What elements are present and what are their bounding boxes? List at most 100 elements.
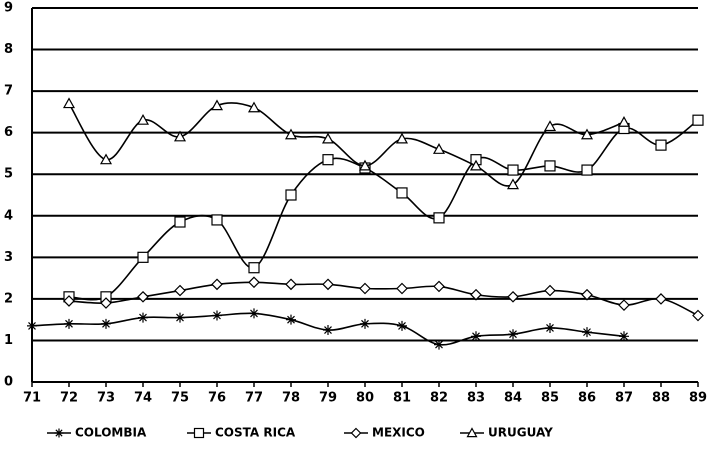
marker bbox=[507, 164, 519, 176]
x-tick-label: 81 bbox=[393, 391, 411, 406]
y-tick-label: 4 bbox=[4, 208, 13, 223]
marker bbox=[173, 130, 187, 142]
marker bbox=[248, 262, 260, 274]
legend-label: COLOMBIA bbox=[75, 426, 147, 440]
marker bbox=[582, 327, 592, 338]
legend-label: MEXICO bbox=[372, 426, 425, 440]
y-tick-label: 6 bbox=[4, 125, 13, 140]
y-tick-label: 2 bbox=[4, 291, 13, 306]
marker bbox=[285, 189, 297, 201]
marker bbox=[543, 120, 557, 132]
x-tick-label: 84 bbox=[504, 391, 522, 406]
series-line bbox=[68, 119, 699, 301]
marker bbox=[397, 320, 407, 331]
marker bbox=[692, 309, 704, 322]
legend-label: COSTA RICA bbox=[215, 426, 296, 440]
marker bbox=[359, 282, 371, 295]
y-tick-label: 8 bbox=[4, 42, 13, 57]
x-tick-label: 75 bbox=[171, 391, 189, 406]
marker bbox=[100, 297, 112, 309]
x-tick-label: 88 bbox=[652, 391, 670, 406]
marker bbox=[286, 314, 296, 325]
marker bbox=[655, 139, 667, 151]
marker bbox=[174, 216, 186, 228]
marker bbox=[544, 284, 556, 297]
y-tick-label: 0 bbox=[4, 375, 13, 390]
marker bbox=[358, 159, 372, 171]
marker bbox=[655, 293, 667, 305]
legend-marker bbox=[466, 427, 478, 438]
marker bbox=[138, 312, 148, 323]
marker bbox=[321, 132, 335, 144]
y-tick-label: 5 bbox=[4, 167, 13, 182]
marker bbox=[322, 278, 334, 291]
marker bbox=[580, 128, 594, 140]
marker bbox=[137, 251, 149, 263]
marker bbox=[545, 322, 555, 333]
marker bbox=[248, 276, 260, 289]
marker bbox=[470, 288, 482, 301]
marker bbox=[174, 284, 186, 297]
marker bbox=[507, 290, 519, 303]
legend-marker bbox=[193, 427, 205, 439]
marker bbox=[581, 288, 593, 301]
marker bbox=[396, 187, 408, 199]
marker bbox=[64, 318, 74, 329]
y-tick-label: 9 bbox=[4, 1, 13, 16]
marker bbox=[137, 290, 149, 303]
marker bbox=[619, 331, 629, 342]
x-tick-label: 71 bbox=[23, 391, 41, 406]
marker bbox=[618, 299, 630, 311]
marker bbox=[432, 143, 446, 154]
marker bbox=[471, 331, 481, 342]
marker bbox=[212, 310, 222, 321]
y-tick-label: 1 bbox=[4, 333, 13, 348]
marker bbox=[692, 114, 704, 126]
x-tick-label: 74 bbox=[134, 391, 152, 406]
x-tick-label: 87 bbox=[615, 391, 633, 406]
x-tick-label: 86 bbox=[578, 391, 596, 406]
marker bbox=[27, 320, 37, 331]
marker bbox=[360, 318, 370, 329]
marker bbox=[99, 153, 113, 165]
x-tick-label: 79 bbox=[319, 391, 337, 406]
marker bbox=[211, 278, 223, 291]
marker bbox=[249, 308, 259, 319]
x-tick-label: 72 bbox=[60, 391, 78, 406]
marker bbox=[247, 101, 261, 113]
y-tick-label: 3 bbox=[4, 250, 13, 265]
x-tick-label: 73 bbox=[97, 391, 115, 406]
series-line bbox=[68, 102, 625, 187]
legend-marker bbox=[54, 428, 64, 438]
marker bbox=[101, 318, 111, 329]
marker bbox=[322, 154, 334, 166]
marker bbox=[617, 116, 631, 127]
marker bbox=[433, 212, 445, 224]
marker bbox=[323, 325, 333, 336]
marker bbox=[62, 97, 76, 109]
x-tick-label: 78 bbox=[282, 391, 300, 406]
marker bbox=[506, 178, 520, 190]
marker bbox=[211, 214, 223, 226]
marker bbox=[285, 278, 297, 291]
x-tick-label: 76 bbox=[208, 391, 226, 406]
x-tick-label: 89 bbox=[689, 391, 707, 406]
x-tick-label: 82 bbox=[430, 391, 448, 406]
marker bbox=[284, 128, 298, 140]
marker bbox=[136, 113, 150, 125]
marker bbox=[433, 280, 445, 293]
marker bbox=[508, 329, 518, 340]
marker bbox=[469, 159, 483, 171]
marker bbox=[210, 99, 224, 111]
marker bbox=[63, 295, 75, 307]
y-tick-label: 7 bbox=[4, 84, 13, 99]
marker bbox=[175, 312, 185, 323]
marker bbox=[544, 160, 556, 172]
x-tick-label: 77 bbox=[245, 391, 263, 406]
legend-marker bbox=[350, 427, 362, 439]
marker bbox=[581, 164, 593, 176]
x-tick-label: 85 bbox=[541, 391, 559, 406]
legend-label: URUGUAY bbox=[488, 426, 553, 440]
x-tick-label: 80 bbox=[356, 391, 374, 406]
